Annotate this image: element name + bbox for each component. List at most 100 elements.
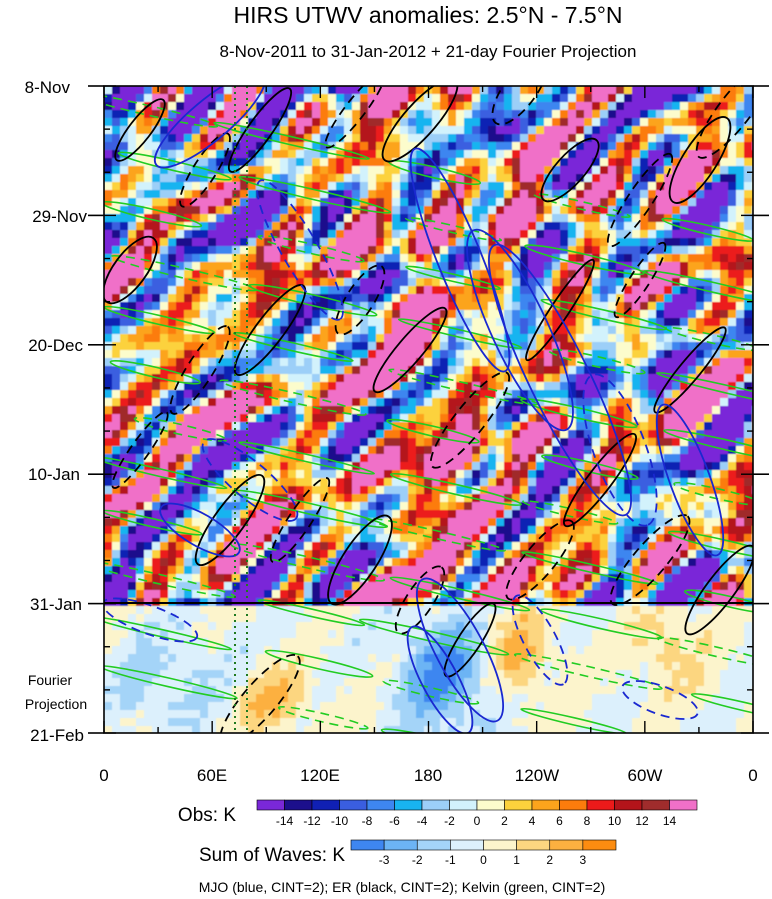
- heatmap-cell: [568, 206, 577, 215]
- heatmap-cell: [440, 190, 449, 199]
- heatmap-cell: [520, 518, 529, 527]
- heatmap-cell: [264, 110, 273, 119]
- heatmap-cell: [272, 470, 281, 479]
- heatmap-cell: [608, 558, 617, 567]
- heatmap-cell: [272, 526, 281, 535]
- heatmap-cell: [512, 382, 521, 391]
- heatmap-cell: [144, 118, 153, 127]
- heatmap-cell: [208, 518, 217, 527]
- heatmap-cell: [328, 566, 337, 575]
- heatmap-cell: [576, 166, 585, 175]
- heatmap-cell: [560, 470, 569, 479]
- heatmap-cell: [640, 534, 649, 543]
- heatmap-cell: [120, 486, 129, 495]
- heatmap-cell: [256, 350, 265, 359]
- heatmap-cell: [712, 198, 721, 207]
- heatmap-cell: [328, 398, 337, 407]
- heatmap-cell: [728, 118, 737, 127]
- heatmap-cell: [664, 174, 673, 183]
- heatmap-cell: [632, 310, 641, 319]
- heatmap-cell: [168, 294, 177, 303]
- heatmap-cell: [728, 142, 737, 151]
- heatmap-cell: [264, 462, 273, 471]
- heatmap-cell: [320, 222, 329, 231]
- heatmap-cell: [336, 478, 345, 487]
- heatmap-cell: [496, 462, 505, 471]
- heatmap-cell: [648, 566, 657, 575]
- heatmap-cell: [424, 446, 433, 455]
- heatmap-cell: [656, 398, 665, 407]
- heatmap-cell: [496, 390, 505, 399]
- heatmap-cell: [704, 374, 713, 383]
- heatmap-cell: [632, 486, 641, 495]
- heatmap-cell: [120, 102, 129, 111]
- heatmap-cell: [344, 318, 353, 327]
- heatmap-cell: [608, 494, 617, 503]
- heatmap-cell: [648, 118, 657, 127]
- heatmap-cell: [160, 222, 169, 231]
- heatmap-cell: [608, 158, 617, 167]
- heatmap-cell: [704, 206, 713, 215]
- heatmap-cell: [680, 94, 689, 103]
- heatmap-cell: [400, 238, 409, 247]
- heatmap-cell: [624, 126, 633, 135]
- heatmap-cell: [440, 438, 449, 447]
- heatmap-cell: [536, 542, 545, 551]
- heatmap-cell: [120, 422, 129, 431]
- heatmap-cell: [136, 262, 145, 271]
- heatmap-cell: [224, 174, 233, 183]
- heatmap-cell: [440, 206, 449, 215]
- heatmap-cell: [624, 134, 633, 143]
- heatmap-cell: [120, 134, 129, 143]
- heatmap-cell: [488, 310, 497, 319]
- heatmap-cell: [440, 278, 449, 287]
- heatmap-cell: [448, 110, 457, 119]
- heatmap-cell: [352, 398, 361, 407]
- heatmap-cell: [688, 230, 697, 239]
- heatmap-cell: [440, 534, 449, 543]
- heatmap-cell: [144, 510, 153, 519]
- heatmap-cell: [376, 222, 385, 231]
- heatmap-cell: [240, 238, 249, 247]
- heatmap-cell: [328, 502, 337, 511]
- heatmap-cell: [632, 446, 641, 455]
- heatmap-cell: [256, 318, 265, 327]
- heatmap-cell: [128, 382, 137, 391]
- heatmap-cell: [288, 542, 297, 551]
- heatmap-cell: [280, 230, 289, 239]
- heatmap-cell: [280, 334, 289, 343]
- heatmap-cell: [112, 510, 121, 519]
- heatmap-cell: [648, 134, 657, 143]
- heatmap-cell: [200, 318, 209, 327]
- heatmap-cell: [280, 390, 289, 399]
- heatmap-cell: [480, 134, 489, 143]
- heatmap-cell: [416, 430, 425, 439]
- heatmap-cell: [656, 238, 665, 247]
- heatmap-cell: [288, 166, 297, 175]
- heatmap-cell: [232, 526, 241, 535]
- heatmap-cell: [632, 110, 641, 119]
- heatmap-cell: [256, 430, 265, 439]
- heatmap-cell: [120, 550, 129, 559]
- heatmap-cell: [424, 350, 433, 359]
- heatmap-cell: [504, 478, 513, 487]
- heatmap-cell: [160, 118, 169, 127]
- heatmap-cell: [424, 174, 433, 183]
- heatmap-cell: [432, 142, 441, 151]
- heatmap-cell: [696, 510, 705, 519]
- heatmap-cell: [528, 326, 537, 335]
- heatmap-cell: [704, 350, 713, 359]
- heatmap-cell: [120, 350, 129, 359]
- heatmap-cell: [576, 190, 585, 199]
- heatmap-cell: [384, 118, 393, 127]
- heatmap-cell: [240, 358, 249, 367]
- heatmap-cell: [288, 382, 297, 391]
- heatmap-cell: [208, 270, 217, 279]
- heatmap-cell: [712, 110, 721, 119]
- heatmap-cell: [520, 326, 529, 335]
- heatmap-cell: [208, 350, 217, 359]
- heatmap-cell: [544, 214, 553, 223]
- heatmap-cell: [320, 302, 329, 311]
- heatmap-cell: [360, 558, 369, 567]
- heatmap-cell: [328, 374, 337, 383]
